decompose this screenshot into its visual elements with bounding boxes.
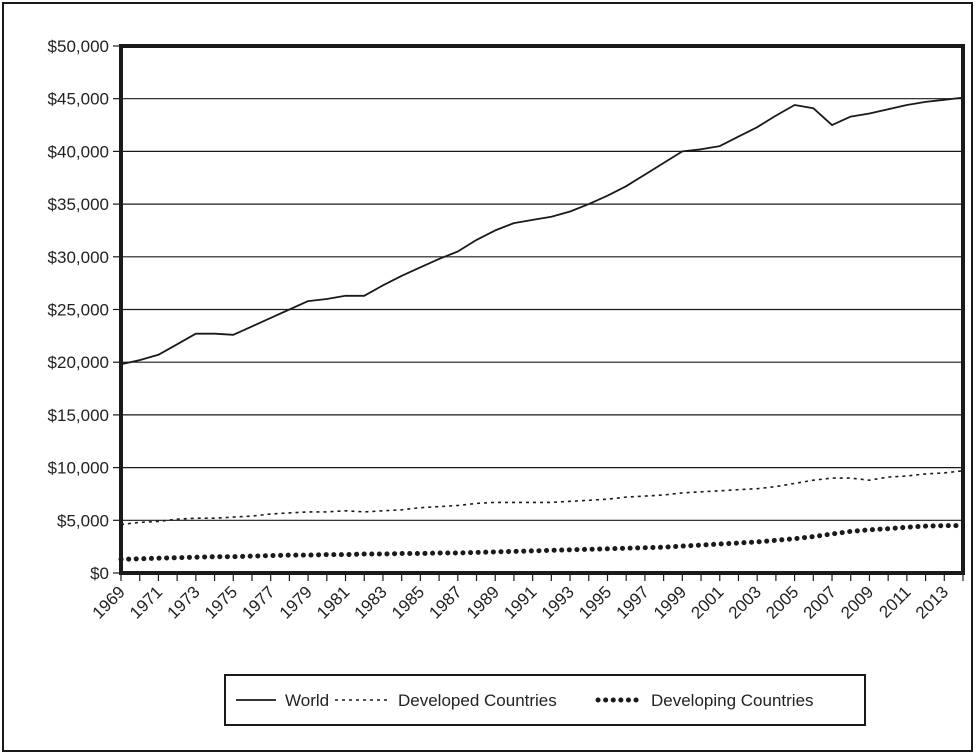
x-tick-label: 1981 — [313, 582, 353, 622]
x-tick-label: 1993 — [538, 582, 578, 622]
x-tick-label: 2007 — [800, 582, 840, 622]
x-tick-label: 2003 — [725, 582, 765, 622]
y-tick-label: $35,000 — [48, 195, 109, 214]
y-tick-label: $30,000 — [48, 248, 109, 267]
x-tick-label: 1991 — [500, 582, 540, 622]
x-tick-label: 1979 — [276, 582, 316, 622]
x-tick-label: 1987 — [425, 582, 465, 622]
legend-item-world: World — [236, 691, 329, 710]
x-tick-label: 2001 — [687, 582, 727, 622]
x-axis-ticks: 1969197119731975197719791981198319851987… — [89, 573, 964, 623]
x-tick-label: 2009 — [837, 582, 877, 622]
series-line-developed-countries — [120, 470, 964, 526]
y-tick-label: $45,000 — [48, 90, 109, 109]
x-tick-label: 1985 — [388, 582, 428, 622]
plot-area-border — [119, 44, 965, 575]
grid-lines — [121, 45, 963, 574]
y-tick-label: $5,000 — [57, 511, 109, 530]
legend-box — [224, 674, 866, 726]
y-tick-label: $0 — [90, 564, 109, 583]
y-tick-label: $20,000 — [48, 353, 109, 372]
x-tick-label: 2011 — [875, 582, 914, 621]
x-tick-label: 1995 — [575, 582, 615, 622]
x-tick-label: 1975 — [201, 582, 241, 622]
legend-items: World Developed Countries Developing Count… — [236, 691, 814, 710]
x-tick-label: 1973 — [163, 582, 203, 622]
x-tick-label: 1989 — [463, 582, 503, 622]
y-tick-label: $50,000 — [48, 37, 109, 56]
series-line-developing-countries — [118, 523, 966, 562]
y-tick-label: $15,000 — [48, 406, 109, 425]
x-tick-label: 1971 — [126, 582, 166, 622]
x-tick-label: 2005 — [762, 582, 802, 622]
x-tick-label: 1983 — [351, 582, 391, 622]
legend-item-developing-countries: Developing Countries — [595, 691, 814, 710]
x-tick-label: 1969 — [89, 582, 129, 622]
y-tick-label: $25,000 — [48, 301, 109, 320]
legend-item-developed-countries: Developed Countries — [335, 691, 557, 710]
legend-label: Developed Countries — [398, 691, 557, 710]
legend-label: Developing Countries — [651, 691, 814, 710]
series-line-world — [120, 96, 964, 366]
y-tick-label: $10,000 — [48, 459, 109, 478]
x-tick-label: 1997 — [613, 582, 653, 622]
x-tick-label: 1977 — [238, 582, 278, 622]
legend-label: World — [285, 691, 329, 710]
series-lines — [118, 96, 966, 562]
y-axis-ticks: $0 $5,000 $10,000 $15,000 $20,000 $25,000 $30,… — [48, 37, 121, 583]
x-tick-label: 1999 — [650, 582, 690, 622]
x-tick-label: 2013 — [912, 582, 952, 622]
legend: World Developed Countries Developing Count… — [224, 674, 866, 726]
y-tick-label: $40,000 — [48, 142, 109, 161]
